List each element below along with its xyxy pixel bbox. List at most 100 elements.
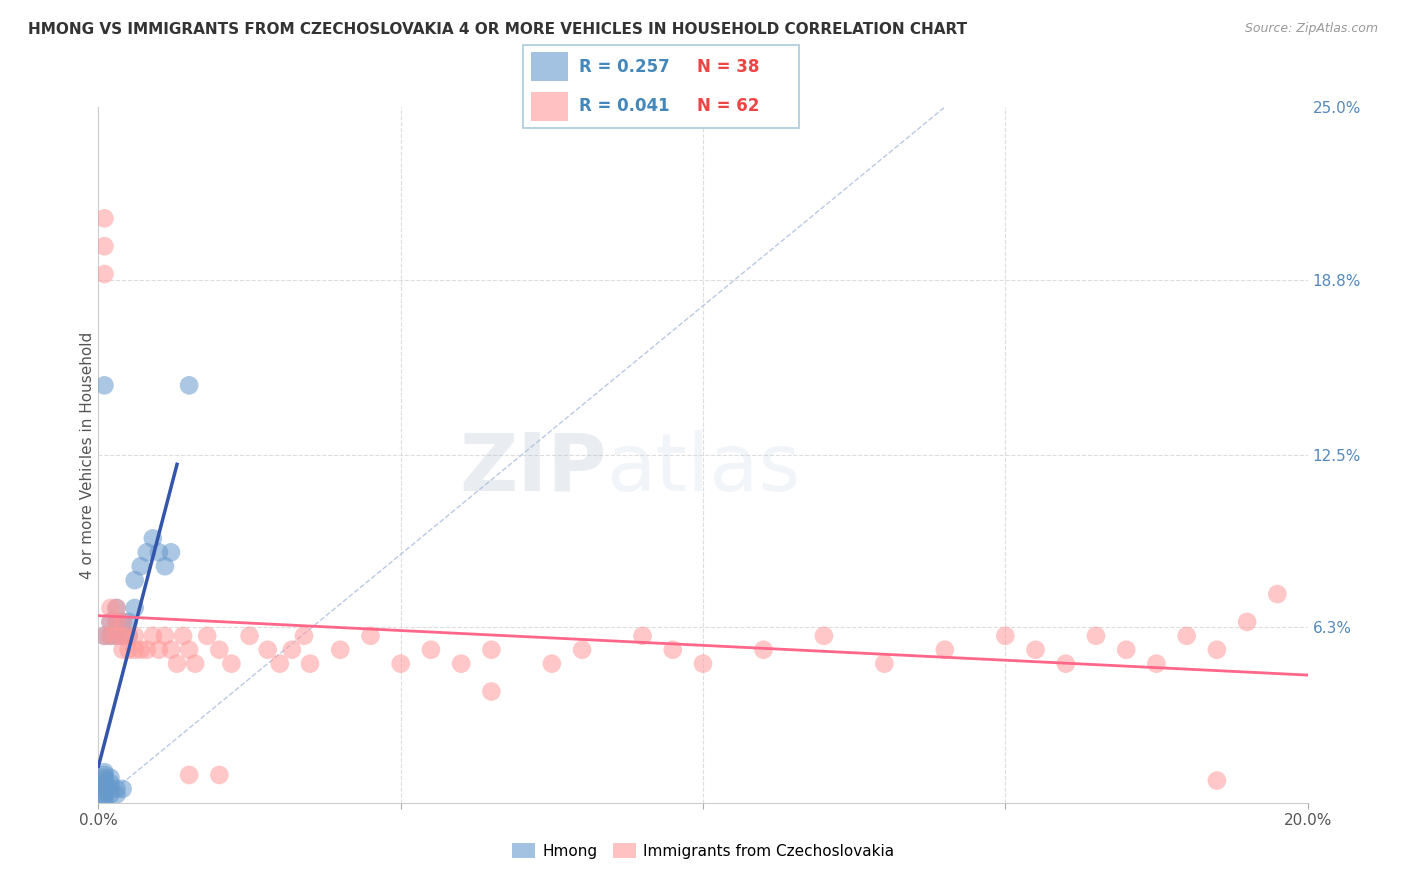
Point (100, 788, 122, 802)
Point (172, 629, 194, 643)
Point (118, 629, 141, 643)
Point (292, 629, 315, 643)
Point (93, 629, 115, 643)
Point (662, 642, 685, 657)
Point (93, 796, 115, 810)
Point (329, 642, 352, 657)
Point (100, 771, 122, 785)
Point (994, 629, 1017, 643)
Point (360, 629, 382, 643)
Point (481, 684, 503, 698)
Bar (531, 53, 568, 81)
Point (299, 657, 322, 671)
Point (111, 615, 134, 629)
Point (1206, 773, 1229, 788)
Point (195, 629, 218, 643)
Point (105, 629, 128, 643)
Point (934, 642, 956, 657)
Point (100, 615, 122, 629)
Point (93, 768, 115, 782)
Point (100, 601, 122, 615)
Point (105, 788, 128, 802)
Point (105, 601, 128, 615)
Point (184, 657, 207, 671)
Point (124, 629, 146, 643)
Point (100, 615, 122, 629)
Text: ZIP: ZIP (458, 430, 606, 508)
Point (153, 629, 176, 643)
Point (93, 776, 115, 790)
Point (129, 559, 152, 574)
Point (111, 642, 134, 657)
Point (1206, 642, 1229, 657)
Point (124, 573, 146, 587)
Point (1024, 642, 1046, 657)
Point (160, 642, 183, 657)
Text: N = 62: N = 62 (697, 97, 759, 115)
Point (179, 768, 201, 782)
Text: HMONG VS IMMIGRANTS FROM CZECHOSLOVAKIA 4 OR MORE VEHICLES IN HOUSEHOLD CORRELAT: HMONG VS IMMIGRANTS FROM CZECHOSLOVAKIA … (28, 22, 967, 37)
Point (124, 601, 146, 615)
Point (239, 629, 262, 643)
Point (93, 779, 115, 793)
Point (100, 629, 122, 643)
Point (93, 790, 115, 805)
Point (208, 642, 231, 657)
Legend: Hmong, Immigrants from Czechoslovakia: Hmong, Immigrants from Czechoslovakia (506, 837, 900, 864)
Point (93, 771, 115, 785)
Point (540, 657, 562, 671)
Point (179, 642, 201, 657)
Point (450, 657, 472, 671)
Point (752, 642, 775, 657)
Point (153, 559, 176, 574)
Point (111, 615, 134, 629)
Point (160, 545, 183, 559)
Point (142, 629, 165, 643)
Point (269, 657, 291, 671)
Point (100, 781, 122, 796)
Text: Source: ZipAtlas.com: Source: ZipAtlas.com (1244, 22, 1378, 36)
Point (1085, 629, 1108, 643)
Y-axis label: 4 or more Vehicles in Household: 4 or more Vehicles in Household (80, 331, 94, 579)
FancyBboxPatch shape (523, 45, 799, 128)
Point (105, 615, 128, 629)
Point (420, 642, 443, 657)
Point (118, 629, 141, 643)
Point (148, 545, 170, 559)
Point (148, 642, 170, 657)
Point (1175, 629, 1198, 643)
Point (692, 657, 714, 671)
Text: R = 0.041: R = 0.041 (579, 97, 669, 115)
Point (1054, 657, 1077, 671)
Point (93, 765, 115, 780)
Point (873, 657, 896, 671)
Point (105, 615, 128, 629)
Point (111, 629, 134, 643)
Point (389, 657, 412, 671)
Point (1115, 642, 1137, 657)
Point (118, 642, 141, 657)
Point (124, 642, 146, 657)
Point (129, 642, 152, 657)
Point (105, 601, 128, 615)
Point (166, 657, 188, 671)
Point (93, 239, 115, 253)
Point (481, 642, 503, 657)
Point (93, 629, 115, 643)
Point (813, 629, 835, 643)
Point (93, 781, 115, 796)
Point (1236, 615, 1258, 629)
Point (111, 781, 134, 796)
Text: atlas: atlas (606, 430, 800, 508)
Point (93, 267, 115, 281)
Point (111, 629, 134, 643)
Point (93, 211, 115, 226)
Point (1144, 657, 1167, 671)
Point (93, 785, 115, 799)
Point (105, 781, 128, 796)
Point (571, 642, 593, 657)
Point (281, 642, 304, 657)
Point (1267, 587, 1289, 601)
Point (118, 615, 141, 629)
Point (631, 629, 654, 643)
